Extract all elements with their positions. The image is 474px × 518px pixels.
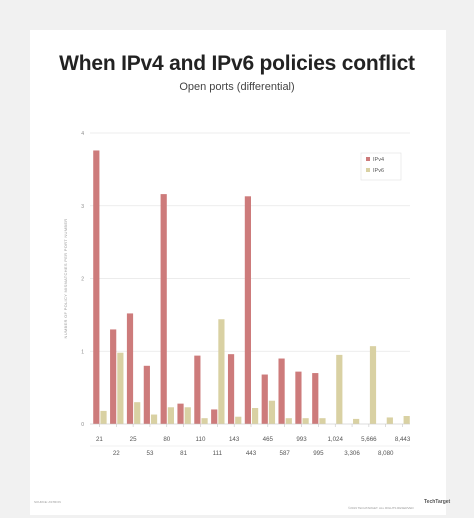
y-tick-label: 2 xyxy=(81,277,84,283)
bar-ipv4 xyxy=(143,365,150,424)
legend-swatch-ipv4 xyxy=(366,157,370,161)
legend-swatch-ipv6 xyxy=(366,168,370,172)
y-tick-label: 3 xyxy=(81,204,84,210)
x-tick-label: 22 xyxy=(113,450,120,457)
bar-ipv4 xyxy=(244,196,251,424)
source-note: SOURCE: ASTRON xyxy=(34,500,61,504)
y-axis-label: NUMBER OF POLICY MISMATCHES PER PORT NUM… xyxy=(63,219,68,339)
legend-label-ipv4: IPv4 xyxy=(373,157,384,163)
bar-ipv6 xyxy=(252,407,259,424)
bar-ipv6 xyxy=(134,402,141,424)
bar-ipv4 xyxy=(93,150,100,424)
x-tick-label: 25 xyxy=(130,436,137,443)
x-tick-label: 1,024 xyxy=(327,436,343,443)
bar-ipv6 xyxy=(386,417,393,424)
x-tick-label: 995 xyxy=(313,450,324,457)
bar-ipv6 xyxy=(319,418,326,424)
bar-ipv4 xyxy=(295,371,302,424)
x-tick-label: 993 xyxy=(296,436,307,443)
bar-ipv4 xyxy=(110,329,117,424)
x-tick-label: 143 xyxy=(229,436,240,443)
x-tick-label: 80 xyxy=(163,436,170,443)
bar-ipv6 xyxy=(403,415,410,424)
bar-ipv4 xyxy=(160,194,167,424)
bar-ipv4 xyxy=(126,313,134,424)
x-tick-label: 5,666 xyxy=(361,436,377,443)
techtarget-logo: TechTarget xyxy=(424,499,451,505)
bar-ipv4 xyxy=(312,373,319,424)
bar-ipv6 xyxy=(353,418,360,424)
y-tick-label: 1 xyxy=(81,349,84,355)
bar-ipv6 xyxy=(150,414,158,424)
x-tick-label: 21 xyxy=(96,436,103,443)
bar-ipv6 xyxy=(218,319,225,424)
bar-ipv6 xyxy=(302,418,309,424)
bar-ipv6 xyxy=(336,354,343,424)
y-tick-label: 0 xyxy=(81,422,84,428)
x-tick-label: 443 xyxy=(246,450,257,457)
x-tick-label: 111 xyxy=(213,450,223,457)
bar-ipv6 xyxy=(369,346,377,424)
legend-label-ipv6: IPv6 xyxy=(373,168,384,174)
bar-ipv4 xyxy=(194,355,201,424)
bar-ipv6 xyxy=(184,407,191,424)
x-tick-label: 3,306 xyxy=(344,450,360,457)
bar-ipv6 xyxy=(235,416,242,424)
chart-title: When IPv4 and IPv6 policies conflict xyxy=(59,52,415,75)
bar-ipv6 xyxy=(100,410,107,424)
x-tick-label: 81 xyxy=(180,450,187,457)
y-tick-label: 4 xyxy=(81,131,84,137)
bar-ipv4 xyxy=(211,409,218,424)
x-tick-label: 53 xyxy=(147,450,154,457)
bar-ipv4 xyxy=(177,403,184,424)
x-tick-label: 8,443 xyxy=(395,436,411,443)
x-tick-label: 587 xyxy=(280,450,291,457)
x-tick-label: 8,080 xyxy=(378,450,394,457)
bar-ipv4 xyxy=(261,374,268,424)
bar-ipv6 xyxy=(285,418,292,424)
chart-subtitle: Open ports (differential) xyxy=(179,81,295,93)
copyright-note: ©2019 TECHTARGET. ALL RIGHTS RESERVED xyxy=(348,506,414,510)
bar-ipv4 xyxy=(227,354,235,424)
bar-ipv4 xyxy=(278,358,285,424)
x-tick-label: 465 xyxy=(263,436,274,443)
bar-ipv6 xyxy=(201,418,208,424)
bar-ipv6 xyxy=(167,407,174,424)
bar-ipv6 xyxy=(268,400,276,424)
bar-ipv6 xyxy=(117,352,124,424)
x-tick-label: 110 xyxy=(196,436,206,443)
